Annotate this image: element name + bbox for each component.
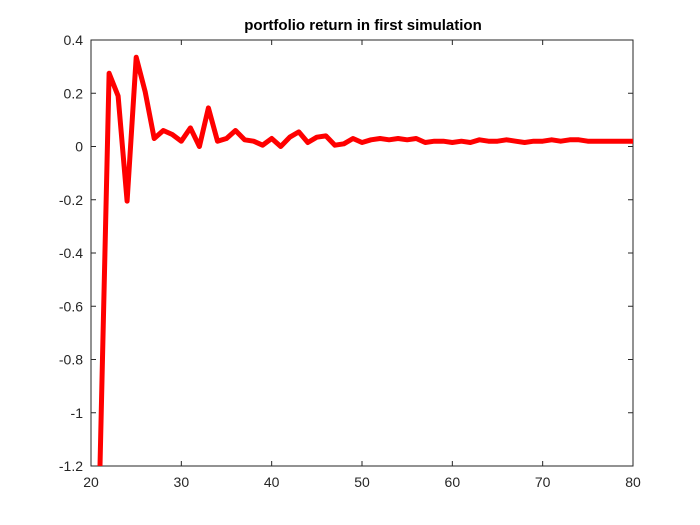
- y-tick-label: 0: [75, 139, 83, 155]
- x-tick-label: 60: [445, 474, 461, 490]
- y-tick-label: -0.6: [59, 298, 83, 314]
- series-line: [97, 54, 633, 467]
- chart-title: portfolio return in first simulation: [244, 17, 482, 34]
- x-tick-label: 30: [174, 474, 190, 490]
- x-tick-label: 40: [264, 474, 280, 490]
- y-tick-label: -0.8: [59, 352, 83, 368]
- plot-axes: 20 30 40 50 60 70 80 0.4 0.2 0 -0.2 -0.4 -0.6 -0.8 -1 -…: [59, 32, 641, 490]
- y-tick-label: -1.2: [59, 458, 83, 474]
- series-layer: [97, 54, 633, 467]
- y-tick-label: 0.2: [64, 85, 84, 101]
- x-tick-label: 20: [83, 474, 99, 490]
- plot-box: [90, 39, 634, 467]
- x-tick-label: 70: [535, 474, 551, 490]
- y-tick-label: 0.4: [64, 32, 84, 48]
- y-tick-label: -0.2: [59, 192, 83, 208]
- x-tick-label: 80: [625, 474, 641, 490]
- x-tick-label: 50: [354, 474, 370, 490]
- y-tick-label: -0.4: [59, 245, 83, 261]
- y-tick-label: -1: [71, 405, 84, 421]
